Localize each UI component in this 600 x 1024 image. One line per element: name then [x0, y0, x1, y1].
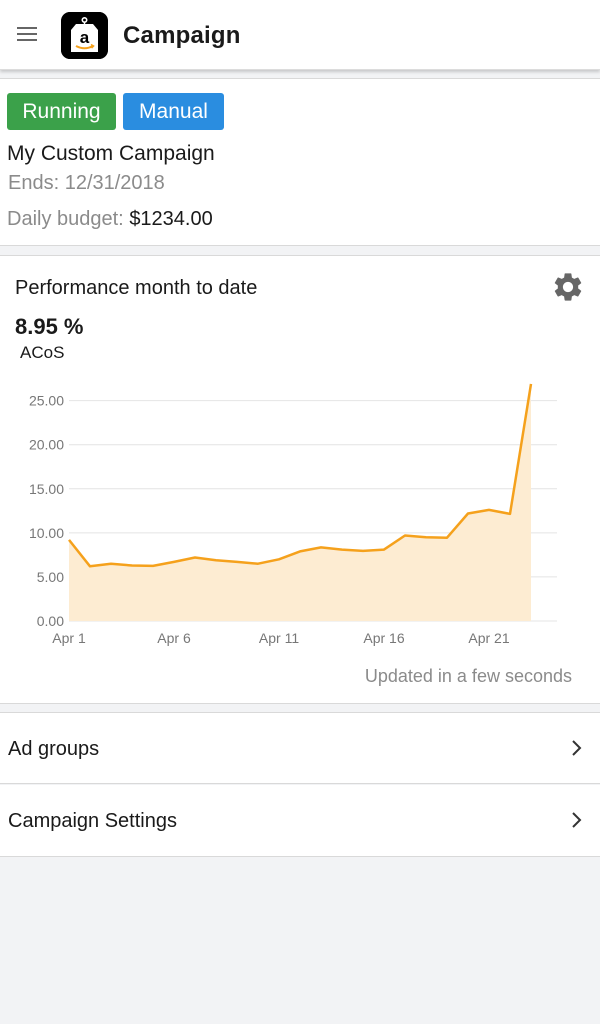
performance-card: Performance month to date 8.95 % ACoS 0.… — [0, 255, 600, 704]
x-tick-label: Apr 6 — [157, 630, 191, 646]
page-title: Campaign — [123, 22, 241, 49]
y-tick-label: 5.00 — [37, 569, 64, 585]
ad-groups-item[interactable]: Ad groups — [0, 712, 600, 784]
acos-value: 8.95 % — [15, 314, 84, 339]
ad-groups-label: Ad groups — [8, 738, 100, 760]
campaign-summary-card: Running Manual My Custom Campaign Ends: … — [0, 78, 600, 246]
campaign-end-date: Ends: 12/31/2018 — [8, 172, 165, 194]
campaign-settings-label: Campaign Settings — [8, 810, 177, 832]
x-tick-label: Apr 21 — [468, 630, 509, 646]
targeting-type-badge: Manual — [123, 93, 224, 130]
x-tick-label: Apr 11 — [259, 630, 299, 646]
acos-series-line — [68, 383, 533, 568]
chevron-right-icon — [572, 812, 582, 828]
chart-y-ticks: 0.00 5.00 10.00 15.00 20.00 25.00 — [29, 393, 64, 629]
chart-area — [68, 383, 533, 621]
gear-icon[interactable] — [551, 270, 585, 304]
x-tick-label: Apr 1 — [52, 630, 86, 646]
status-badge: Running — [7, 93, 116, 130]
daily-budget-label: Daily budget: — [7, 208, 124, 230]
amazon-logo-icon: a — [61, 12, 108, 59]
hamburger-menu-icon[interactable] — [17, 27, 37, 41]
y-tick-label: 0.00 — [37, 613, 64, 629]
svg-text:a: a — [80, 28, 90, 47]
campaign-settings-item[interactable]: Campaign Settings — [0, 785, 600, 857]
campaign-name: My Custom Campaign — [7, 142, 215, 165]
y-tick-label: 15.00 — [29, 481, 64, 497]
acos-label: ACoS — [20, 343, 65, 362]
y-tick-label: 10.00 — [29, 525, 64, 541]
y-tick-label: 25.00 — [29, 393, 64, 409]
updated-status: Updated in a few seconds — [364, 666, 572, 686]
y-tick-label: 20.00 — [29, 437, 64, 453]
daily-budget: Daily budget: $1234.00 — [7, 208, 213, 231]
x-tick-label: Apr 16 — [363, 630, 404, 646]
performance-title: Performance month to date — [15, 277, 258, 299]
area-fill — [69, 383, 531, 621]
chart-x-ticks: Apr 1 Apr 6 Apr 11 Apr 16 Apr 21 — [52, 630, 510, 646]
app-bar: a Campaign — [0, 0, 600, 70]
chevron-right-icon — [572, 740, 582, 756]
daily-budget-value: $1234.00 — [129, 208, 213, 230]
